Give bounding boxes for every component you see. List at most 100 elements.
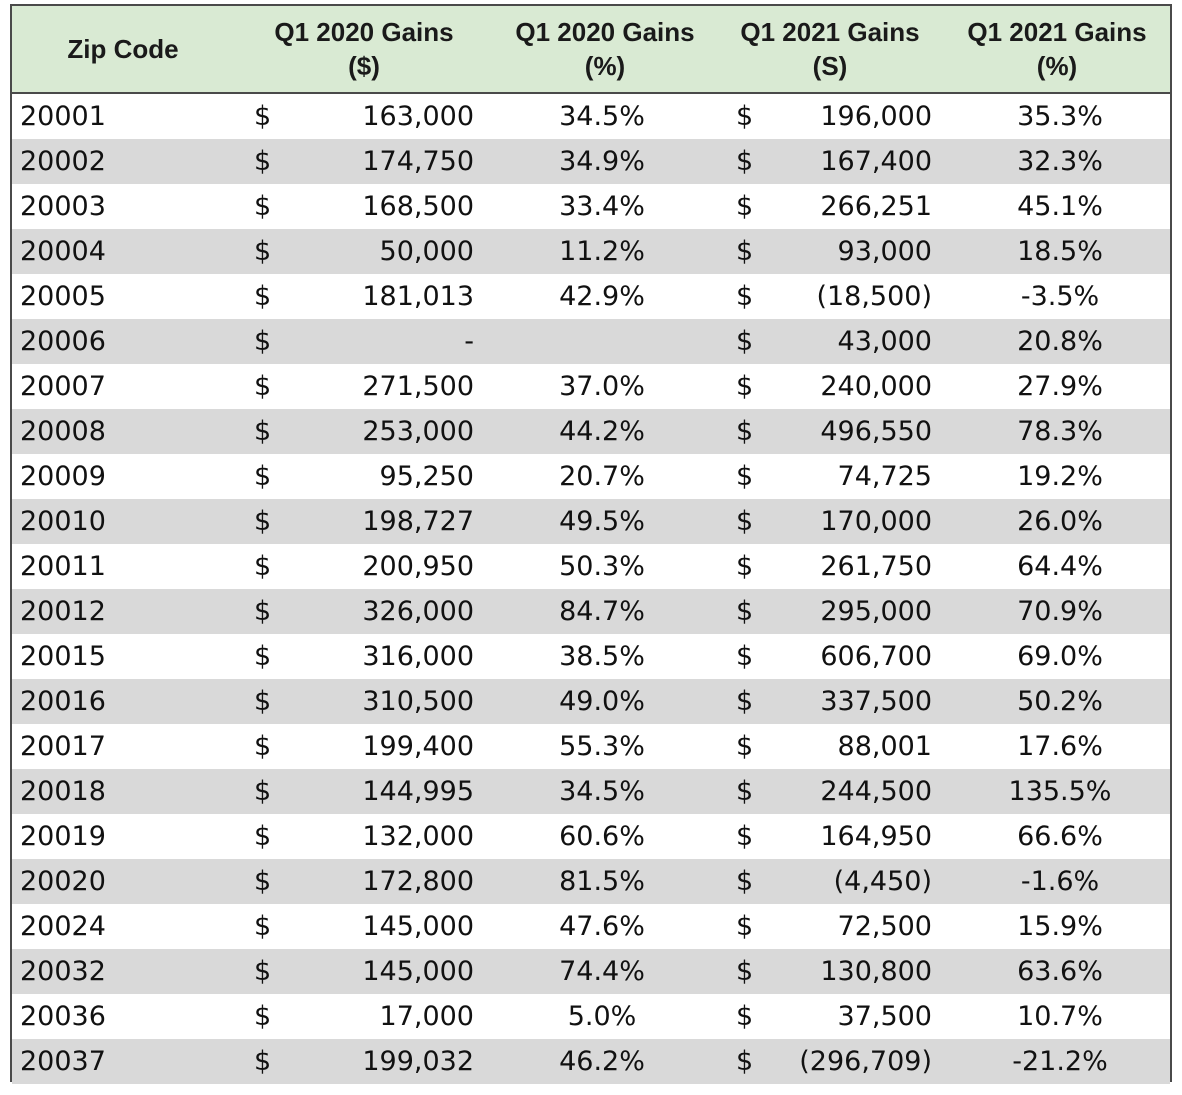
q1-2020-percent-cell: 34.9% — [559, 146, 645, 177]
q1-2021-percent-cell: 69.0% — [1017, 641, 1103, 672]
q1-2020-percent-cell: 60.6% — [559, 821, 645, 852]
q1-2020-currency-symbol: $ — [254, 776, 272, 807]
q1-2020-currency-symbol: $ — [254, 191, 272, 222]
q1-2020-currency-symbol: $ — [254, 956, 272, 987]
q1-2020-percent-cell: 38.5% — [559, 641, 645, 672]
table-row: 20006 $ - $43,000 20.8% — [12, 319, 1170, 364]
q1-2020-currency-symbol: $ — [254, 731, 272, 762]
q1-2020-currency-symbol: $ — [254, 146, 272, 177]
zip-cell: 20019 — [20, 821, 106, 852]
zip-cell: 20024 — [20, 911, 106, 942]
q1-2021-dollar-cell: 244,500 — [820, 776, 932, 807]
q1-2021-currency-symbol: $ — [736, 146, 754, 177]
q1-2021-dollar-cell: 164,950 — [820, 821, 932, 852]
table-row: 20016 $310,500 49.0% $337,500 50.2% — [12, 679, 1170, 724]
q1-2021-dollar-cell: 266,251 — [820, 191, 932, 222]
q1-2021-percent-cell: 70.9% — [1017, 596, 1103, 627]
q1-2021-currency-symbol: $ — [736, 641, 754, 672]
q1-2020-dollar-cell: 144,995 — [362, 776, 474, 807]
q1-2021-percent-cell: 66.6% — [1017, 821, 1103, 852]
q1-2020-percent-cell: 84.7% — [559, 596, 645, 627]
q1-2020-percent-cell: 34.5% — [559, 101, 645, 132]
table-row: 20008 $253,000 44.2% $496,550 78.3% — [12, 409, 1170, 454]
q1-2021-dollar-cell: 43,000 — [837, 326, 932, 357]
q1-2020-percent-cell: 49.0% — [559, 686, 645, 717]
q1-2020-dollar-cell: 163,000 — [362, 101, 474, 132]
zip-cell: 20008 — [20, 416, 106, 447]
table-row: 20032 $145,000 74.4% $130,800 63.6% — [12, 949, 1170, 994]
zip-cell: 20036 — [20, 1001, 106, 1032]
zip-cell: 20016 — [20, 686, 106, 717]
q1-2021-currency-symbol: $ — [736, 236, 754, 267]
header-q1-2021-dollar: Q1 2021 Gains (S) — [716, 6, 944, 92]
q1-2021-currency-symbol: $ — [736, 551, 754, 582]
table-row: 20019 $132,000 60.6% $164,950 66.6% — [12, 814, 1170, 859]
q1-2020-percent-cell: 20.7% — [559, 461, 645, 492]
gains-table: Zip Code Q1 2020 Gains ($) Q1 2020 Gains… — [10, 4, 1172, 1084]
q1-2020-dollar-cell: 50,000 — [379, 236, 474, 267]
q1-2020-currency-symbol: $ — [254, 596, 272, 627]
q1-2020-percent-cell: 81.5% — [559, 866, 645, 897]
q1-2020-currency-symbol: $ — [254, 101, 272, 132]
q1-2021-dollar-cell: (4,450) — [833, 866, 932, 897]
q1-2020-dollar-cell: 145,000 — [362, 956, 474, 987]
q1-2020-percent-cell: 55.3% — [559, 731, 645, 762]
q1-2021-currency-symbol: $ — [736, 596, 754, 627]
table-row: 20020 $172,800 81.5% $ (4,450) -1.6% — [12, 859, 1170, 904]
q1-2021-currency-symbol: $ — [736, 101, 754, 132]
q1-2020-currency-symbol: $ — [254, 641, 272, 672]
q1-2021-percent-cell: 135.5% — [1008, 776, 1112, 807]
zip-cell: 20009 — [20, 461, 106, 492]
q1-2020-dollar-cell: 316,000 — [362, 641, 474, 672]
header-q1-2020-dollar-line2: ($) — [348, 51, 380, 81]
q1-2021-percent-cell: 17.6% — [1017, 731, 1103, 762]
q1-2021-dollar-cell: 170,000 — [820, 506, 932, 537]
header-zip-label: Zip Code — [67, 34, 179, 64]
zip-cell: 20032 — [20, 956, 106, 987]
zip-cell: 20018 — [20, 776, 106, 807]
q1-2020-currency-symbol: $ — [254, 281, 272, 312]
q1-2021-currency-symbol: $ — [736, 506, 754, 537]
q1-2021-currency-symbol: $ — [736, 911, 754, 942]
q1-2020-percent-cell: 34.5% — [559, 776, 645, 807]
q1-2021-dollar-cell: 37,500 — [837, 1001, 932, 1032]
q1-2020-currency-symbol: $ — [254, 326, 272, 357]
zip-cell: 20001 — [20, 101, 106, 132]
q1-2020-currency-symbol: $ — [254, 416, 272, 447]
q1-2021-currency-symbol: $ — [736, 866, 754, 897]
q1-2021-currency-symbol: $ — [736, 686, 754, 717]
q1-2020-currency-symbol: $ — [254, 461, 272, 492]
q1-2020-percent-cell: 46.2% — [559, 1046, 645, 1077]
q1-2021-percent-cell: -1.6% — [1020, 866, 1100, 897]
table-row: 20002 $174,750 34.9% $167,400 32.3% — [12, 139, 1170, 184]
q1-2020-dollar-cell: 200,950 — [362, 551, 474, 582]
q1-2021-percent-cell: 18.5% — [1017, 236, 1103, 267]
header-q1-2020-dollar-line1: Q1 2020 Gains — [274, 17, 454, 47]
header-q1-2020-dollar: Q1 2020 Gains ($) — [234, 6, 494, 92]
q1-2020-dollar-cell: 198,727 — [362, 506, 474, 537]
q1-2021-currency-symbol: $ — [736, 956, 754, 987]
q1-2021-percent-cell: 78.3% — [1017, 416, 1103, 447]
table-row: 20011 $200,950 50.3% $261,750 64.4% — [12, 544, 1170, 589]
q1-2021-percent-cell: -3.5% — [1020, 281, 1100, 312]
q1-2020-percent-cell: 37.0% — [559, 371, 645, 402]
q1-2020-currency-symbol: $ — [254, 506, 272, 537]
q1-2020-currency-symbol: $ — [254, 371, 272, 402]
q1-2021-percent-cell: 10.7% — [1017, 1001, 1103, 1032]
q1-2021-currency-symbol: $ — [736, 281, 754, 312]
q1-2021-dollar-cell: 606,700 — [820, 641, 932, 672]
table-row: 20009 $95,250 20.7% $74,725 19.2% — [12, 454, 1170, 499]
q1-2020-dollar-cell: 17,000 — [379, 1001, 474, 1032]
q1-2020-dollar-cell: 310,500 — [362, 686, 474, 717]
table-row: 20024 $145,000 47.6% $72,500 15.9% — [12, 904, 1170, 949]
header-q1-2021-percent-line1: Q1 2021 Gains — [967, 17, 1147, 47]
q1-2020-percent-cell: 44.2% — [559, 416, 645, 447]
q1-2020-currency-symbol: $ — [254, 1046, 272, 1077]
q1-2020-currency-symbol: $ — [254, 1001, 272, 1032]
q1-2021-currency-symbol: $ — [736, 461, 754, 492]
q1-2021-percent-cell: 20.8% — [1017, 326, 1103, 357]
q1-2021-dollar-cell: 167,400 — [820, 146, 932, 177]
q1-2020-currency-symbol: $ — [254, 551, 272, 582]
q1-2020-currency-symbol: $ — [254, 821, 272, 852]
q1-2021-dollar-cell: 74,725 — [837, 461, 932, 492]
